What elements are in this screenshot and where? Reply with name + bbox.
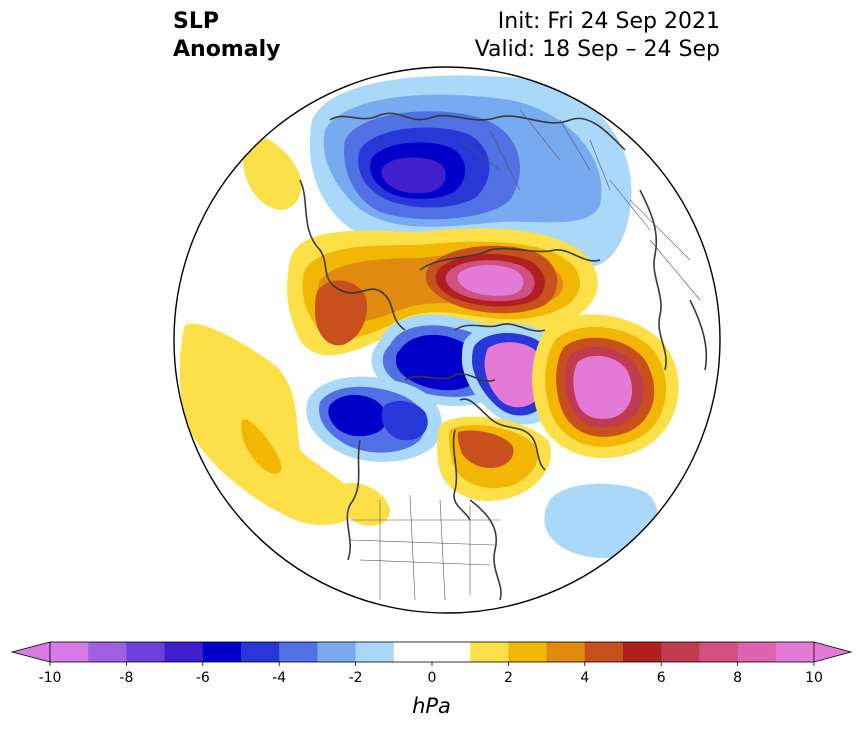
colorbar-units: hPa xyxy=(412,694,451,718)
colorbar-tick-label: 2 xyxy=(504,670,513,686)
anomaly-high-pacific xyxy=(179,134,390,526)
colorbar-tick-label: -10 xyxy=(39,670,62,686)
colorbar: -10 -8 -6 -4 -2 0 2 4 6 8 10 xyxy=(10,641,853,686)
colorbar-swatch xyxy=(202,642,242,662)
colorbar-swatch xyxy=(546,642,586,662)
map-boundary xyxy=(173,66,721,614)
colorbar-swatch xyxy=(279,642,318,662)
colorbar-tick-label: -2 xyxy=(349,670,363,686)
colorbar-swatch xyxy=(699,642,739,662)
colorbar-swatch xyxy=(584,642,624,662)
forecast-info: Init: Fri 24 Sep 2021 Valid: 18 Sep – 24… xyxy=(475,8,720,64)
political-borders xyxy=(349,109,701,601)
anomaly-low-alaska xyxy=(306,376,442,462)
colorbar-swatch xyxy=(126,642,166,662)
slp-anomaly-map xyxy=(173,66,721,614)
colorbar-swatches xyxy=(10,641,853,663)
colorbar-swatch xyxy=(355,642,395,662)
colorbar-tick-label: -4 xyxy=(272,670,286,686)
colorbar-swatch xyxy=(50,642,89,662)
colorbar-tick-label: 10 xyxy=(805,670,823,686)
anomaly-high-arctic xyxy=(287,228,598,356)
colorbar-tick-label: 6 xyxy=(657,670,666,686)
coastlines xyxy=(299,112,708,601)
colorbar-tick-label: -8 xyxy=(119,670,133,686)
anomaly-low-subtropical xyxy=(544,483,658,559)
anomaly-field xyxy=(174,67,720,613)
colorbar-tick-label: 4 xyxy=(580,670,589,686)
title-line-2: Anomaly xyxy=(173,37,281,62)
colorbar-tick-label: 8 xyxy=(733,670,742,686)
colorbar-swatch xyxy=(661,642,700,662)
colorbar-swatch xyxy=(623,642,662,662)
colorbar-swatch xyxy=(393,642,471,662)
colorbar-swatch xyxy=(241,642,280,662)
anomaly-high-hudson xyxy=(437,416,552,501)
init-date: Init: Fri 24 Sep 2021 xyxy=(497,9,720,34)
colorbar-extend-min xyxy=(10,641,51,663)
colorbar-swatch xyxy=(775,642,815,662)
map-title: SLP Anomaly xyxy=(173,8,280,64)
colorbar-swatch xyxy=(508,642,548,662)
anomaly-high-atlantic xyxy=(532,314,679,459)
title-line-1: SLP xyxy=(173,9,219,34)
colorbar-extend-max xyxy=(813,641,853,663)
colorbar-swatch xyxy=(88,642,127,662)
colorbar-tick-label: -6 xyxy=(196,670,210,686)
colorbar-swatch xyxy=(737,642,777,662)
colorbar-ticks: -10 -8 -6 -4 -2 0 2 4 6 8 10 xyxy=(39,662,823,686)
colorbar-tick-label: 0 xyxy=(428,670,437,686)
colorbar-swatch xyxy=(164,642,204,662)
valid-range: Valid: 18 Sep – 24 Sep xyxy=(474,37,720,62)
colorbar-swatch xyxy=(317,642,357,662)
colorbar-swatch xyxy=(470,642,509,662)
